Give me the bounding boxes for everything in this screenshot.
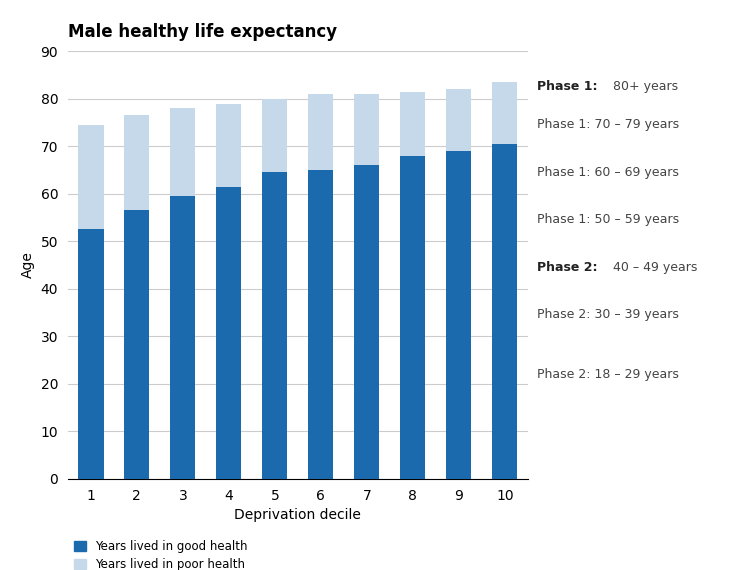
Bar [170,108,195,196]
Bar [78,125,103,229]
Bar [124,210,149,479]
Text: 40 – 49 years: 40 – 49 years [609,261,697,274]
Bar [446,151,471,479]
Bar [262,172,287,479]
Bar [170,196,195,479]
Legend: Years lived in good health, Years lived in poor health: Years lived in good health, Years lived … [74,540,247,570]
Text: Phase 1:: Phase 1: [537,80,597,93]
Bar [492,144,517,479]
Text: 80+ years: 80+ years [609,80,679,93]
Bar [400,92,425,156]
Text: Phase 1: 60 – 69 years: Phase 1: 60 – 69 years [537,166,679,179]
Bar [308,170,333,479]
Text: Phase 1: 50 – 59 years: Phase 1: 50 – 59 years [537,213,679,226]
Bar [400,156,425,479]
Bar [492,82,517,144]
Text: Male healthy life expectancy: Male healthy life expectancy [68,23,337,42]
X-axis label: Deprivation decile: Deprivation decile [234,508,361,522]
Bar [216,104,241,186]
Bar [446,89,471,151]
Bar [354,94,379,165]
Bar [216,186,241,479]
Y-axis label: Age: Age [21,251,35,279]
Bar [124,115,149,210]
Text: Phase 1: 70 – 79 years: Phase 1: 70 – 79 years [537,119,679,132]
Bar [308,94,333,170]
Bar [354,165,379,479]
Text: Phase 2: 18 – 29 years: Phase 2: 18 – 29 years [537,368,679,381]
Bar [262,99,287,172]
Text: Phase 2:: Phase 2: [537,261,597,274]
Text: Phase 2: 30 – 39 years: Phase 2: 30 – 39 years [537,308,679,321]
Bar [78,229,103,479]
